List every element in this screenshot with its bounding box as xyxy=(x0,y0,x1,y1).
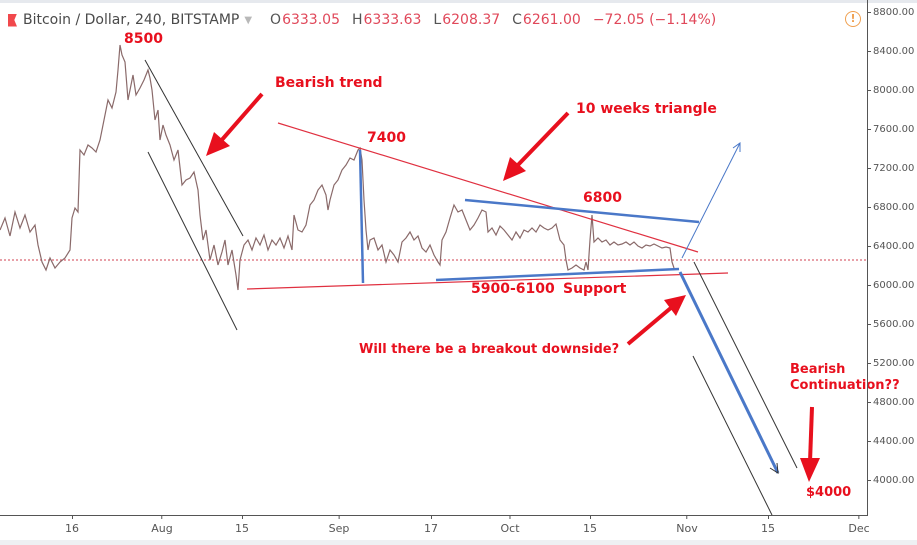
caret-down-icon[interactable]: ▼ xyxy=(244,14,253,26)
y-tick: 5200.00 xyxy=(867,358,914,369)
projection-channel-lower xyxy=(692,355,773,515)
change-value: −72.05 (−1.14%) xyxy=(592,12,717,28)
y-tick: 4000.00 xyxy=(867,475,914,486)
target-annotation: $4000 xyxy=(806,485,852,500)
x-tick: Aug xyxy=(151,515,173,535)
blue-drop-line xyxy=(358,149,365,284)
bearish-arrowhead-icon xyxy=(769,462,779,474)
triangle-annotation: 10 weeks triangle xyxy=(576,101,717,117)
low-label: L xyxy=(433,12,442,28)
triangle-arrow-icon xyxy=(503,111,570,181)
y-tick: 4800.00 xyxy=(867,397,914,408)
bullish-arrowhead-icon xyxy=(732,142,741,152)
x-tick: Oct xyxy=(500,515,520,535)
bottom-strip xyxy=(0,540,917,545)
bullish-scenario-line xyxy=(681,142,741,259)
bearish-scenario-line xyxy=(678,271,780,474)
target-arrow-icon xyxy=(800,406,820,482)
bearish-trend-arrow-icon xyxy=(206,92,264,156)
flag-icon xyxy=(8,13,17,27)
symbol-title[interactable]: Bitcoin / Dollar, 240, BITSTAMP xyxy=(23,12,240,28)
peak-annotation: 8500 xyxy=(124,31,163,47)
top-border xyxy=(0,0,917,3)
triangle-support-line xyxy=(246,272,729,290)
y-tick: 6000.00 xyxy=(867,280,914,291)
bearish-channel-upper xyxy=(144,59,244,237)
close-label: C xyxy=(512,12,522,28)
x-tick: 17 xyxy=(424,515,438,535)
x-tick: 15 xyxy=(235,515,249,535)
y-tick: 8000.00 xyxy=(867,85,914,96)
x-tick: 15 xyxy=(583,515,597,535)
price-chart[interactable] xyxy=(0,0,867,515)
x-tick: Sep xyxy=(329,515,349,535)
time-axis[interactable]: 16 Aug 15 Sep 17 Oct 15 Nov 15 Dec xyxy=(0,515,870,545)
y-tick: 6800.00 xyxy=(867,202,914,213)
breakout-question-annotation: Will there be a breakout downside? xyxy=(359,342,620,357)
level-7400-annotation: 7400 xyxy=(367,130,406,146)
y-tick: 4400.00 xyxy=(867,436,914,447)
y-tick: 7600.00 xyxy=(867,124,914,135)
triangle-resistance-line xyxy=(277,122,699,253)
x-tick: 15 xyxy=(761,515,775,535)
bearish-trend-annotation: Bearish trend xyxy=(275,75,383,91)
x-tick: Nov xyxy=(676,515,698,535)
bearish-channel-lower xyxy=(147,151,238,331)
blue-upper-trendline xyxy=(464,198,700,224)
price-axis-line xyxy=(867,0,868,515)
x-tick: Dec xyxy=(848,515,870,535)
time-axis-line xyxy=(0,515,868,516)
open-value: 6333.05 xyxy=(282,12,340,28)
close-value: 6261.00 xyxy=(522,12,581,28)
breakout-arrow-icon xyxy=(626,295,686,346)
high-label: H xyxy=(351,12,363,28)
support-annotation: Support xyxy=(563,281,627,297)
price-axis[interactable]: 8800.00 8400.00 8000.00 7600.00 7200.00 … xyxy=(867,0,917,515)
bearish-continuation-line1: Bearish xyxy=(790,362,846,377)
symbol-legend: Bitcoin / Dollar, 240, BITSTAMP ▼ O 6333.… xyxy=(8,10,716,30)
blue-lower-trendline xyxy=(435,267,680,282)
support-range-annotation: 5900-6100 xyxy=(471,281,555,297)
high-value: 6333.63 xyxy=(363,12,422,28)
y-tick: 8800.00 xyxy=(867,7,914,18)
projection-channel-upper xyxy=(693,261,798,469)
price-series xyxy=(0,44,675,291)
low-value: 6208.37 xyxy=(442,12,501,28)
y-tick: 6400.00 xyxy=(867,241,914,252)
x-tick: 16 xyxy=(65,515,79,535)
y-tick: 5600.00 xyxy=(867,319,914,330)
level-6800-annotation: 6800 xyxy=(583,190,622,206)
y-tick: 8400.00 xyxy=(867,46,914,57)
y-tick: 7200.00 xyxy=(867,163,914,174)
bearish-continuation-line2: Continuation?? xyxy=(790,378,900,393)
alert-icon[interactable]: ! xyxy=(845,11,861,27)
open-label: O xyxy=(270,12,282,28)
